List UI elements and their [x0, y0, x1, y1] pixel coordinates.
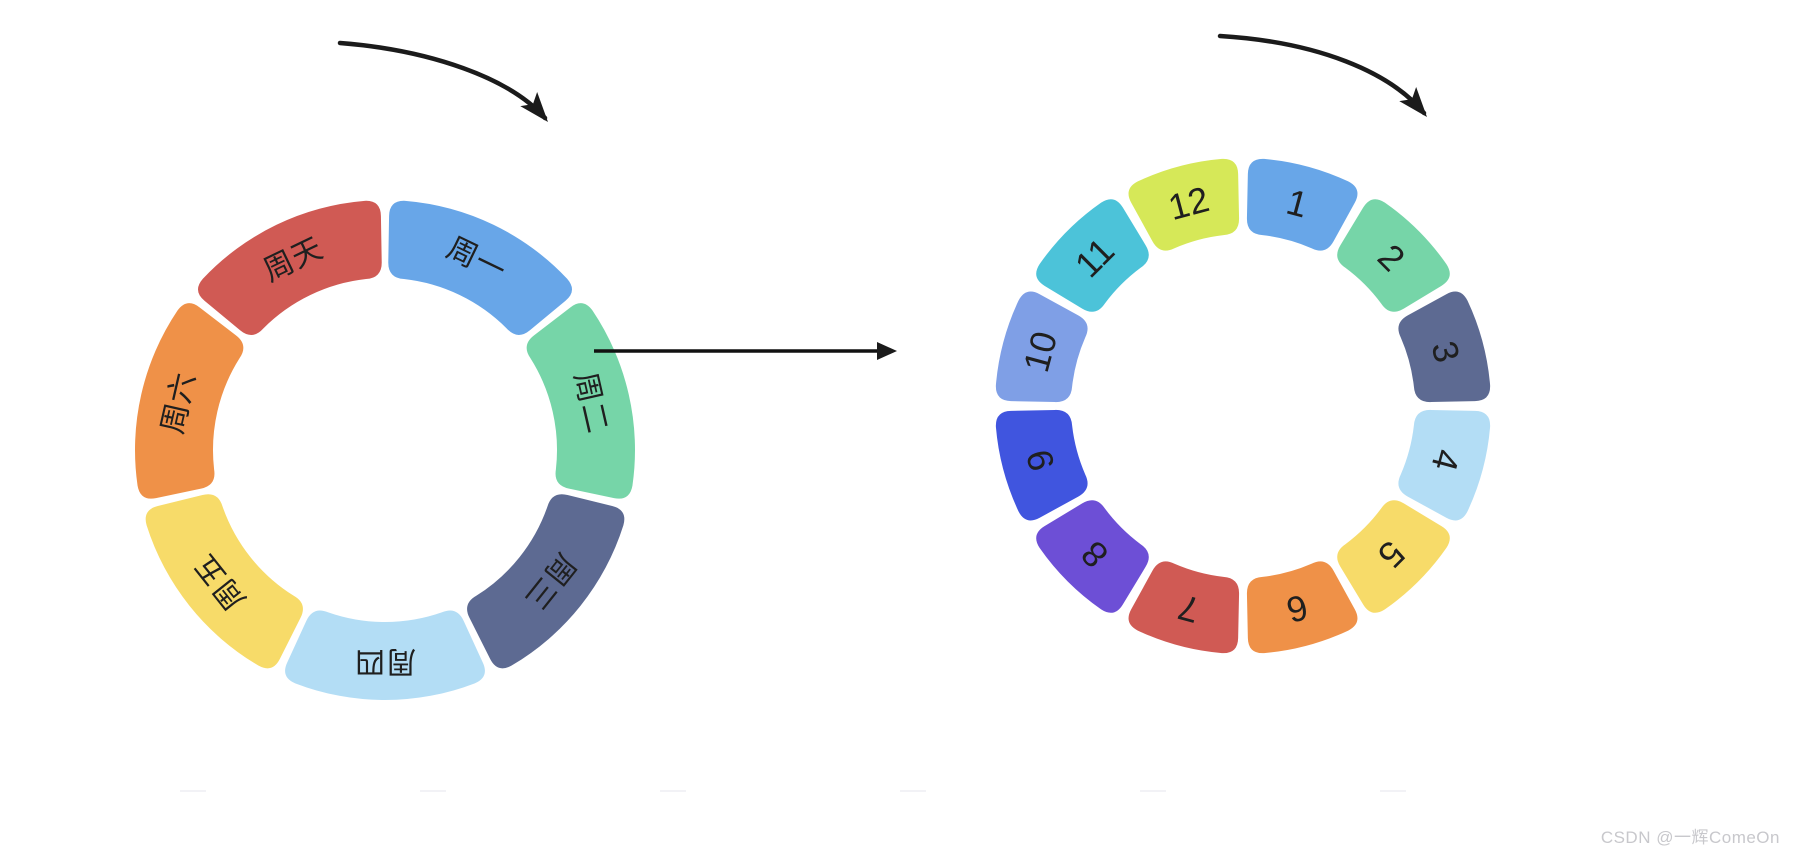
- ring-segment-fill[interactable]: [1128, 561, 1240, 654]
- clockwise-arrow-right: [1217, 33, 1427, 117]
- ring-segment[interactable]: 周四: [285, 610, 485, 700]
- ring-segment[interactable]: 周二: [526, 303, 635, 499]
- curved-arrow-line: [337, 40, 548, 121]
- connector-arrowhead-icon: [877, 342, 897, 360]
- ring-segment-fill[interactable]: [526, 303, 635, 499]
- ring-segment[interactable]: 9: [995, 409, 1088, 521]
- ring-segment[interactable]: 6: [1246, 561, 1358, 654]
- ring-segment[interactable]: 周一: [388, 200, 573, 335]
- ring-segment[interactable]: 4: [1398, 409, 1491, 521]
- ring-segment-fill[interactable]: [995, 291, 1088, 403]
- ring-segment[interactable]: 10: [995, 291, 1088, 403]
- ring-segment-fill[interactable]: [1337, 199, 1450, 312]
- ring-segment-fill[interactable]: [197, 200, 382, 335]
- ring-segment-fill[interactable]: [1246, 158, 1358, 251]
- ring-segment-fill[interactable]: [135, 303, 244, 499]
- ring-segment[interactable]: 7: [1128, 561, 1240, 654]
- ring-segment-fill[interactable]: [1337, 500, 1450, 613]
- ring-segment-fill[interactable]: [467, 494, 625, 669]
- ring-segment-fill[interactable]: [1246, 561, 1358, 654]
- ring-segment[interactable]: 周天: [197, 200, 382, 335]
- ring-segment-fill[interactable]: [1398, 291, 1491, 403]
- ring-to-ring-arrow: [594, 342, 897, 360]
- ring-segment-fill[interactable]: [1036, 199, 1149, 312]
- curved-arrowhead-icon: [1399, 86, 1427, 117]
- ring-segment[interactable]: 12: [1128, 158, 1240, 251]
- ring-segment[interactable]: 11: [1036, 199, 1149, 312]
- ring-segment-fill[interactable]: [388, 200, 573, 335]
- ring-segment[interactable]: 周六: [135, 303, 244, 499]
- curved-arrow-line: [1217, 33, 1427, 116]
- ring-segment-fill[interactable]: [995, 409, 1088, 521]
- curved-arrowhead-icon: [520, 91, 548, 122]
- ring-segment[interactable]: 3: [1398, 291, 1491, 403]
- ring-segment[interactable]: 周三: [467, 494, 625, 669]
- ring-segment[interactable]: 2: [1337, 199, 1450, 312]
- ring-segment[interactable]: 1: [1246, 158, 1358, 251]
- ring-segment-fill[interactable]: [145, 494, 303, 669]
- ring-segment-fill[interactable]: [1398, 409, 1491, 521]
- clockwise-arrow-left: [337, 40, 548, 122]
- ring-segment-fill[interactable]: [1128, 158, 1240, 251]
- csdn-watermark: CSDN @一辉ComeOn: [1600, 828, 1780, 847]
- ring-segment[interactable]: 8: [1036, 500, 1149, 613]
- ring-segment-fill[interactable]: [1036, 500, 1149, 613]
- ring-segment-fill[interactable]: [285, 610, 485, 700]
- ring-segment[interactable]: 周五: [145, 494, 303, 669]
- ring-segment[interactable]: 5: [1337, 500, 1450, 613]
